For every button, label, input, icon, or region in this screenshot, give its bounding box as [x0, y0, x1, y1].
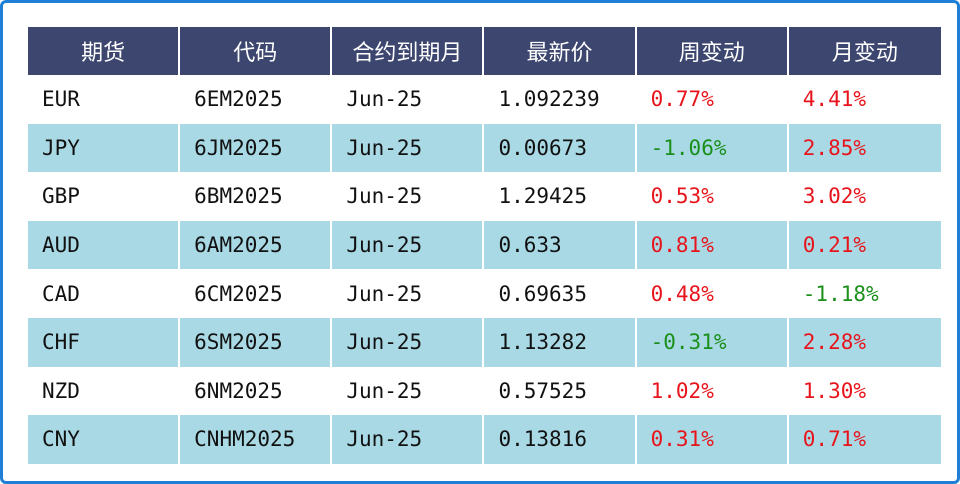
cell-price: 1.13282 [484, 317, 637, 367]
cell-code: 6NM2025 [180, 366, 333, 416]
cell-expiry: Jun-25 [332, 317, 485, 367]
cell-code: 6SM2025 [180, 317, 333, 367]
table-row: CNY CNHM2025 Jun-25 0.13816 0.31% 0.71% [28, 415, 941, 464]
cell-weekly-change: 0.53% [636, 172, 789, 221]
cell-currency: NZD [28, 366, 181, 416]
cell-weekly-change: -0.31% [636, 317, 789, 367]
cell-weekly-change: 0.77% [636, 75, 789, 124]
table-row: CHF 6SM2025 Jun-25 1.13282 -0.31% 2.28% [28, 317, 941, 367]
cell-currency: JPY [28, 123, 181, 173]
cell-weekly-change: -1.06% [636, 123, 789, 173]
table-row: NZD 6NM2025 Jun-25 0.57525 1.02% 1.30% [28, 366, 941, 416]
cell-weekly-change: 0.48% [636, 269, 789, 318]
cell-weekly-change: 0.81% [636, 220, 789, 270]
cell-price: 0.633 [484, 220, 637, 270]
cell-code: CNHM2025 [180, 415, 333, 464]
table-row: CAD 6CM2025 Jun-25 0.69635 0.48% -1.18% [28, 269, 941, 318]
header-monthly-change: 月变动 [788, 27, 941, 75]
header-expiry: 合约到期月 [332, 27, 485, 75]
cell-monthly-change: 3.02% [788, 172, 941, 221]
cell-expiry: Jun-25 [332, 75, 485, 124]
cell-currency: EUR [28, 75, 181, 124]
cell-code: 6CM2025 [180, 269, 333, 318]
cell-price: 1.29425 [484, 172, 637, 221]
cell-price: 0.69635 [484, 269, 637, 318]
cell-expiry: Jun-25 [332, 366, 485, 416]
cell-currency: CHF [28, 317, 181, 367]
cell-monthly-change: 0.21% [788, 220, 941, 270]
cell-price: 0.13816 [484, 415, 637, 464]
cell-weekly-change: 0.31% [636, 415, 789, 464]
cell-currency: AUD [28, 220, 181, 270]
cell-monthly-change: -1.18% [788, 269, 941, 318]
cell-currency: CNY [28, 415, 181, 464]
cell-currency: CAD [28, 269, 181, 318]
cell-code: 6AM2025 [180, 220, 333, 270]
cell-price: 0.00673 [484, 123, 637, 173]
header-code: 代码 [180, 27, 333, 75]
cell-expiry: Jun-25 [332, 220, 485, 270]
table-row: JPY 6JM2025 Jun-25 0.00673 -1.06% 2.85% [28, 123, 941, 173]
table-row: GBP 6BM2025 Jun-25 1.29425 0.53% 3.02% [28, 172, 941, 221]
cell-code: 6BM2025 [180, 172, 333, 221]
table-row: EUR 6EM2025 Jun-25 1.092239 0.77% 4.41% [28, 75, 941, 124]
cell-price: 0.57525 [484, 366, 637, 416]
cell-monthly-change: 1.30% [788, 366, 941, 416]
cell-expiry: Jun-25 [332, 123, 485, 173]
fx-futures-table: 期货 代码 合约到期月 最新价 周变动 月变动 EUR 6EM2025 Jun-25… [28, 27, 941, 464]
cell-weekly-change: 1.02% [636, 366, 789, 416]
cell-monthly-change: 2.85% [788, 123, 941, 173]
cell-code: 6JM2025 [180, 123, 333, 173]
cell-monthly-change: 2.28% [788, 317, 941, 367]
cell-code: 6EM2025 [180, 75, 333, 124]
cell-expiry: Jun-25 [332, 415, 485, 464]
header-weekly-change: 周变动 [636, 27, 789, 75]
cell-monthly-change: 4.41% [788, 75, 941, 124]
header-latest-price: 最新价 [484, 27, 637, 75]
cell-expiry: Jun-25 [332, 269, 485, 318]
table-row: AUD 6AM2025 Jun-25 0.633 0.81% 0.21% [28, 220, 941, 270]
header-row: 期货 代码 合约到期月 最新价 周变动 月变动 [28, 27, 941, 75]
cell-currency: GBP [28, 172, 181, 221]
header-futures: 期货 [28, 27, 181, 75]
cell-price: 1.092239 [484, 75, 637, 124]
cell-expiry: Jun-25 [332, 172, 485, 221]
cell-monthly-change: 0.71% [788, 415, 941, 464]
